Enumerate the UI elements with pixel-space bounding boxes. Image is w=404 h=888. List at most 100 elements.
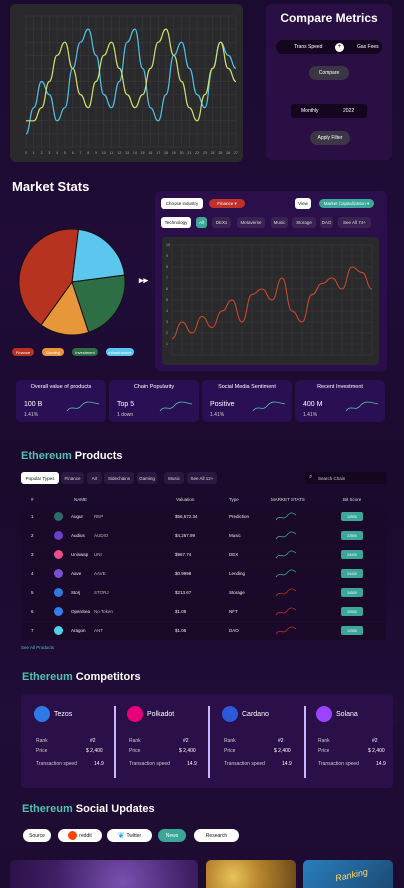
market-sparkline (275, 569, 297, 578)
token-name: OpenSea (71, 609, 91, 614)
compare-metrics-title: Compare Metrics (280, 11, 378, 25)
metric-b-label[interactable]: Gas Fees (357, 44, 379, 50)
metric-a-label[interactable]: Trans Speed (294, 44, 323, 50)
x-tick-label: 17 (156, 151, 160, 155)
view-dropdown[interactable]: Market Capitalization ▾ (319, 199, 374, 208)
market-tab-all[interactable]: All (196, 217, 207, 228)
speed-label: Transaction speed (36, 761, 77, 767)
see-all-products-link[interactable]: See All Products (21, 645, 55, 650)
search-chain-input[interactable]: ⌕ Search Chain (305, 472, 387, 484)
table-row[interactable]: 7 Aragon ANT $1.05 DAO 12300 (21, 622, 386, 640)
news-image-1[interactable] (10, 860, 198, 888)
stat-card[interactable]: Overall value of products 100 B 1.41% (16, 380, 106, 422)
competitor-card-polkadot[interactable]: Polkadot Rank #2 Price $ 2,400 Transacti… (123, 700, 209, 780)
speed-label: Transaction speed (318, 761, 359, 767)
token-valuation: $213.67 (175, 590, 192, 595)
sparkline (66, 401, 100, 412)
table-header: Valuation (176, 497, 195, 502)
price-value: $ 2,400 (368, 748, 385, 754)
year-value[interactable]: 2022 (343, 108, 355, 114)
table-row[interactable]: 6 OpenSea No Token $1.09 NFT 20900 (21, 603, 386, 621)
plus-icon[interactable]: + (335, 42, 344, 52)
legend-finance[interactable]: Finance (12, 348, 34, 356)
token-name: Audius (71, 533, 85, 538)
price-label: Price (36, 748, 48, 754)
token-type: Prediction (229, 514, 250, 519)
product-tab-popular-types[interactable]: Popular Types (21, 472, 59, 484)
competitor-card-solana[interactable]: Solana Rank #2 Price $ 2,400 Transaction… (312, 700, 398, 780)
period-value[interactable]: Monthly (301, 108, 319, 114)
bit-score-badge[interactable]: 20900 (341, 607, 363, 616)
bit-score-badge[interactable]: 22500 (341, 531, 363, 540)
compare-button[interactable]: Compare (309, 66, 349, 80)
competitor-card-cardano[interactable]: Cardano Rank #2 Price $ 2,400 Transactio… (218, 700, 304, 780)
bit-score-badge[interactable]: 12500 (341, 512, 363, 521)
double-chevron-right-icon[interactable]: ▸▸ (139, 275, 149, 285)
bit-score-badge[interactable]: 12300 (341, 626, 363, 635)
product-tab-music[interactable]: Music (164, 472, 184, 484)
twitter-filter-button[interactable]: ❦ Twitter (107, 829, 152, 842)
industry-dropdown[interactable]: Finance ▾ (209, 199, 245, 208)
competitor-name: Polkadot (147, 711, 175, 718)
legend-investment[interactable]: Investment (72, 348, 98, 356)
token-symbol: REP (94, 514, 104, 519)
bit-score-badge[interactable]: 24500 (341, 588, 363, 597)
news-filter-button[interactable]: News (158, 829, 186, 842)
period-selector: Monthly 2022 (291, 104, 367, 118)
market-tab-storage[interactable]: Storage (292, 217, 316, 228)
bit-score-badge[interactable]: 24400 (341, 569, 363, 578)
market-stats-title: Market Stats (12, 179, 90, 194)
rank-value: #2 (278, 738, 284, 744)
product-tab-sidechains[interactable]: Sidechains (104, 472, 134, 484)
bit-score-badge[interactable]: 23400 (341, 550, 363, 559)
legend-infrastructure[interactable]: Infrastructure (106, 348, 134, 356)
polkadot-logo-icon (127, 706, 143, 722)
row-number: 3 (31, 552, 34, 557)
tezos-logo-icon (34, 706, 50, 722)
x-tick-label: 27 (234, 151, 238, 155)
cardano-logo-icon (222, 706, 238, 722)
token-symbol: STORJ (94, 590, 109, 595)
market-tab-music[interactable]: Music (271, 217, 288, 228)
table-row[interactable]: 5 Storj STORJ $213.67 Storage 24500 (21, 584, 386, 602)
apply-filter-button[interactable]: Apply Filter (310, 131, 350, 145)
news-image-2[interactable] (206, 860, 296, 888)
speed-label: Transaction speed (224, 761, 265, 767)
stat-card[interactable]: Chain Popularity Top 5 1 down (109, 380, 199, 422)
table-header: Bit Score (343, 497, 362, 502)
news-image-3-text: Ranking (334, 866, 369, 884)
stat-card-sub: 1.41% (210, 412, 225, 418)
stat-card-value: Positive (210, 401, 235, 408)
market-tab-metaverse[interactable]: Metaverse (237, 217, 265, 228)
comparison-chart-panel: 0 1 2 3 4 5 6 7 8 9 10 11 12 13 14 15 16 17 18 19 20 21 22 23 24… (10, 4, 243, 162)
news-image-3[interactable]: Ranking (303, 860, 393, 888)
stat-card[interactable]: Recent Investment 400 M 1.41% (295, 380, 385, 422)
token-type: Storage (229, 590, 245, 595)
table-row[interactable]: 4 Aave AAVE $0.9998 Lending 24400 (21, 565, 386, 583)
research-filter-button[interactable]: Research (194, 829, 239, 842)
token-valuation: $4,267.99 (175, 533, 196, 538)
product-tab-art[interactable]: Art (87, 472, 102, 484)
market-sparkline (275, 588, 297, 597)
reddit-filter-button[interactable]: reddit (58, 829, 102, 842)
competitor-card-tezos[interactable]: Tezos Rank #2 Price $ 2,400 Transaction … (30, 700, 116, 780)
table-row[interactable]: 3 Uniswap UNI $967.74 DEX 23400 (21, 546, 386, 564)
token-symbol: UNI (94, 552, 102, 557)
rank-value: #2 (90, 738, 96, 744)
market-tab-see-all-74-[interactable]: See All 74+ (338, 217, 371, 228)
table-row[interactable]: 2 Audius AUDIO $4,267.99 Music 22500 (21, 527, 386, 545)
token-type: DEX (229, 552, 239, 557)
product-tab-finance[interactable]: Finance (61, 472, 84, 484)
x-tick-label: 2 (41, 151, 43, 155)
x-tick-label: 6 (72, 151, 74, 155)
market-tab-dexs[interactable]: DEXs (212, 217, 231, 228)
product-tab-see-all-12-[interactable]: See All 12+ (187, 472, 217, 484)
product-tab-gaming[interactable]: Gaming (137, 472, 157, 484)
table-row[interactable]: 1 Augur REP $56,672.34 Prediction 12500 (21, 508, 386, 526)
market-tab-dao[interactable]: DAO (320, 217, 333, 228)
x-tick-label: 22 (195, 151, 199, 155)
stat-card[interactable]: Social Media Sentiment Positive 1.41% (202, 380, 292, 422)
market-tab-technology[interactable]: Technology (161, 217, 191, 228)
legend-gaming[interactable]: Gaming (42, 348, 64, 356)
token-icon (54, 588, 63, 597)
